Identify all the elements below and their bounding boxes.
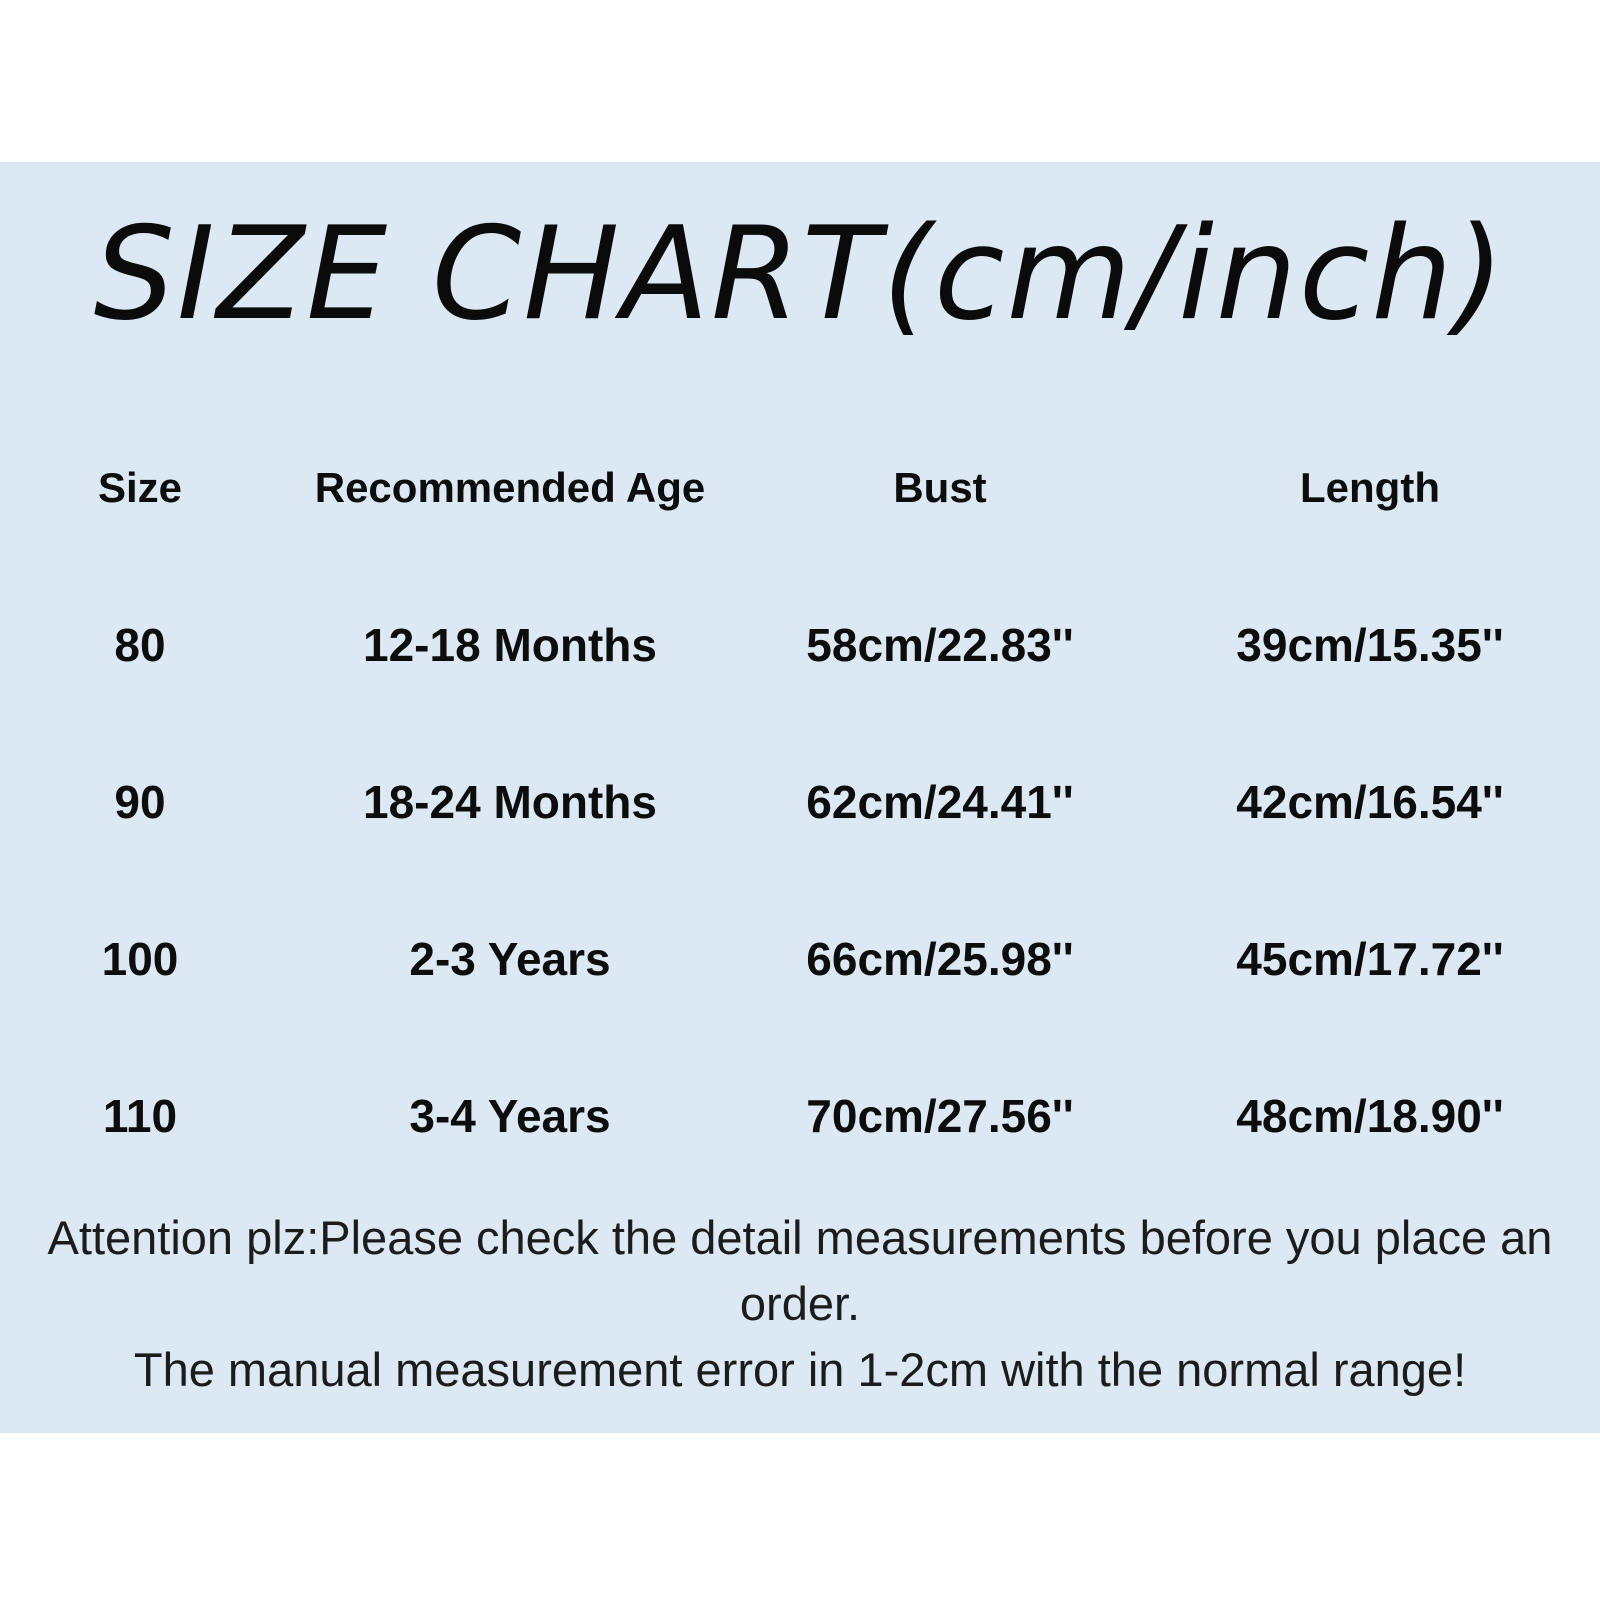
table-row: 110 3-4 Years 70cm/27.56'' 48cm/18.90'' (0, 1037, 1600, 1194)
cell-length: 39cm/15.35'' (1236, 618, 1504, 671)
size-chart-panel (0, 162, 1600, 1433)
cell-bust: 66cm/25.98'' (806, 932, 1074, 985)
attention-notes: Attention plz:Please check the detail me… (0, 1205, 1600, 1403)
cell-length: 48cm/18.90'' (1236, 1089, 1504, 1142)
cell-bust: 58cm/22.83'' (806, 618, 1074, 671)
column-header-length: Length (1300, 463, 1440, 511)
column-header-size: Size (97, 463, 183, 511)
cell-bust: 70cm/27.56'' (806, 1089, 1074, 1142)
column-header-age: Recommended Age (314, 463, 706, 511)
cell-age: 3-4 Years (409, 1089, 611, 1142)
cell-length: 42cm/16.54'' (1236, 775, 1504, 828)
cell-size: 90 (114, 775, 166, 828)
cell-age: 12-18 Months (363, 618, 657, 671)
cell-size: 110 (102, 1089, 178, 1142)
size-table: Size Recommended Age Bust Length 80 12-1… (0, 409, 1600, 1194)
table-row: 90 18-24 Months 62cm/24.41'' 42cm/16.54'… (0, 723, 1600, 880)
note-measurement-error: The manual measurement error in 1-2cm wi… (133, 1343, 1467, 1396)
table-row: 100 2-3 Years 66cm/25.98'' 45cm/17.72'' (0, 880, 1600, 1037)
cell-size: 100 (101, 932, 179, 985)
size-table-header-row: Size Recommended Age Bust Length (0, 409, 1600, 566)
cell-age: 18-24 Months (363, 775, 657, 828)
cell-age: 2-3 Years (409, 932, 611, 985)
cell-bust: 62cm/24.41'' (806, 775, 1074, 828)
cell-size: 80 (114, 618, 166, 671)
size-chart-title: SIZE CHART(cm/inch) (93, 200, 1507, 349)
column-header-bust: Bust (893, 463, 987, 511)
note-attention: Attention plz:Please check the detail me… (47, 1211, 1553, 1330)
table-row: 80 12-18 Months 58cm/22.83'' 39cm/15.35'… (0, 566, 1600, 723)
cell-length: 45cm/17.72'' (1236, 932, 1504, 985)
